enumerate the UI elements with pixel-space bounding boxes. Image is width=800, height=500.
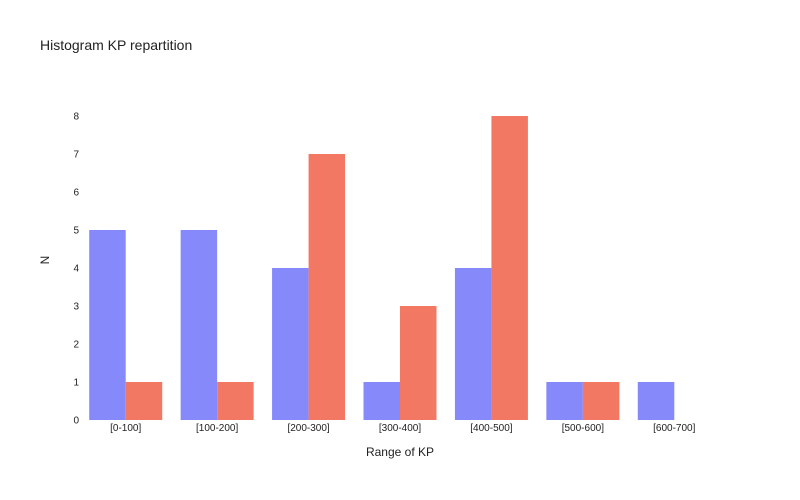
x-axis-label: Range of KP: [366, 445, 434, 459]
bar-series-1: [637, 382, 675, 420]
bar-series-2: [308, 154, 346, 420]
bar-series-1: [180, 230, 218, 420]
y-tick-label: 5: [73, 226, 79, 237]
bar-series-2: [125, 382, 163, 420]
x-tick-label: [300-400]: [379, 423, 421, 434]
chart-title: Histogram KP repartition: [40, 37, 192, 53]
bar-series-1: [272, 268, 309, 420]
bar-series-1: [363, 382, 400, 420]
x-tick-label: [600-700]: [653, 423, 695, 434]
bar-series-1: [454, 268, 492, 420]
y-tick-label: 0: [73, 416, 79, 427]
y-tick-label: 4: [73, 264, 79, 275]
bar-series-1: [546, 382, 583, 420]
y-tick-label: 3: [73, 302, 79, 313]
y-tick-label: 8: [73, 112, 79, 123]
y-tick-label: 7: [73, 150, 79, 161]
bar-series-2: [582, 382, 620, 420]
x-tick-label: [500-600]: [562, 423, 604, 434]
x-tick-label: [100-200]: [196, 423, 238, 434]
y-tick-label: 1: [73, 378, 79, 389]
bar-series-2: [491, 116, 528, 420]
bar-series-1: [89, 230, 126, 420]
x-tick-label: [0-100]: [110, 423, 141, 434]
x-tick-label: [200-300]: [287, 423, 329, 434]
x-axis-ticks: [0-100] [100-200] [200-300] [300-400] [400-5…: [110, 423, 695, 434]
y-axis-label: N: [38, 256, 52, 265]
y-tick-label: 2: [73, 340, 79, 351]
bar-series-2: [400, 306, 437, 420]
y-axis-ticks: 0 1 2 3 4 5 6 7 8: [73, 112, 79, 427]
x-tick-label: [400-500]: [470, 423, 512, 434]
bar-series-2: [217, 382, 254, 420]
y-tick-label: 6: [73, 188, 79, 199]
bars: [89, 116, 675, 420]
